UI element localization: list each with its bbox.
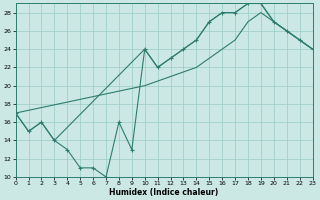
X-axis label: Humidex (Indice chaleur): Humidex (Indice chaleur) (109, 188, 219, 197)
